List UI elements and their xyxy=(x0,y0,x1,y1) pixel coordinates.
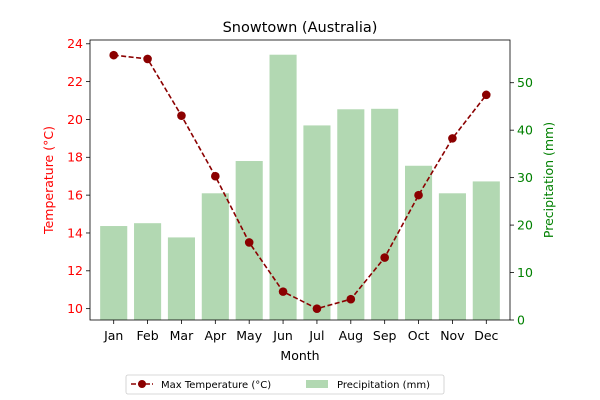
x-tick-label-jun: Jun xyxy=(272,328,293,343)
precipitation-bar-nov xyxy=(438,193,466,320)
temperature-point-may xyxy=(244,238,254,247)
precipitation-bar-apr xyxy=(201,193,229,320)
x-tick-label-apr: Apr xyxy=(205,328,227,343)
left-tick-label: 24 xyxy=(67,36,83,51)
x-tick-label-oct: Oct xyxy=(408,328,430,343)
precipitation-bars xyxy=(100,54,500,321)
legend: Max Temperature (°C) Precipitation (mm) xyxy=(125,374,445,395)
precipitation-bar-dec xyxy=(472,181,500,320)
x-tick-label-feb: Feb xyxy=(137,328,159,343)
temperature-point-dec xyxy=(481,90,491,100)
x-axis: Jan Feb Mar Apr May Jun Jul Aug Sep Oct Nov Dec xyxy=(103,320,499,343)
precipitation-bar-mar xyxy=(167,237,195,320)
legend-bar-swatch xyxy=(306,380,328,388)
temperature-line xyxy=(109,50,491,313)
temperature-point-apr xyxy=(211,171,220,181)
temperature-line-path xyxy=(113,54,487,310)
precipitation-bar-oct xyxy=(405,165,433,320)
left-tick-label: 10 xyxy=(67,301,83,316)
left-tick-label: 14 xyxy=(67,225,83,240)
temperature-point-aug xyxy=(346,294,356,304)
precipitation-bar-jul xyxy=(303,125,331,320)
x-axis-label: Month xyxy=(280,348,319,363)
temperature-point-feb xyxy=(143,54,152,64)
x-tick-label-nov: Nov xyxy=(440,328,465,343)
legend-line-marker xyxy=(138,380,146,388)
x-tick-label-may: May xyxy=(236,328,262,343)
x-tick-label-dec: Dec xyxy=(474,328,498,343)
left-tick-label: 18 xyxy=(67,150,83,165)
right-tick-label: 10 xyxy=(517,265,533,280)
left-tick-label: 12 xyxy=(67,263,83,278)
right-tick-label: 40 xyxy=(517,122,533,137)
right-tick-label: 50 xyxy=(517,75,533,90)
precipitation-bar-jun xyxy=(269,54,297,321)
left-axis-label: Temperature (°C) xyxy=(41,126,56,235)
right-tick-label: 30 xyxy=(517,170,533,185)
left-axis: 10 12 14 16 18 20 22 24 xyxy=(67,36,90,316)
temperature-point-sep xyxy=(380,253,389,262)
precipitation-bar-sep xyxy=(371,108,399,320)
precipitation-bar-feb xyxy=(134,223,162,320)
left-tick-label: 20 xyxy=(67,112,83,127)
right-axis: 0 10 20 30 40 50 xyxy=(510,75,533,327)
temperature-point-jan xyxy=(109,50,119,60)
legend-label-temperature: Max Temperature (°C) xyxy=(161,380,271,391)
left-tick-label: 22 xyxy=(67,74,83,89)
temperature-point-jul xyxy=(312,304,322,313)
x-tick-label-sep: Sep xyxy=(373,328,397,343)
temperature-point-mar xyxy=(177,111,186,120)
x-tick-label-aug: Aug xyxy=(339,328,363,343)
right-tick-label: 20 xyxy=(517,217,533,232)
right-axis-label: Precipitation (mm) xyxy=(541,122,556,238)
precipitation-bar-aug xyxy=(337,109,365,320)
temperature-point-nov xyxy=(448,134,457,143)
x-tick-label-jul: Jul xyxy=(308,328,324,343)
x-tick-label-mar: Mar xyxy=(170,328,194,343)
legend-label-precipitation: Precipitation (mm) xyxy=(337,380,430,391)
chart-title: Snowtown (Australia) xyxy=(223,20,378,36)
x-tick-label-jan: Jan xyxy=(103,328,123,343)
legend-frame xyxy=(125,374,445,395)
temperature-point-jun xyxy=(278,287,288,296)
left-tick-label: 16 xyxy=(67,187,83,202)
right-tick-label: 0 xyxy=(517,312,525,327)
plot-frame xyxy=(89,39,511,321)
precipitation-bar-jan xyxy=(100,226,128,320)
temperature-point-oct xyxy=(414,190,423,200)
